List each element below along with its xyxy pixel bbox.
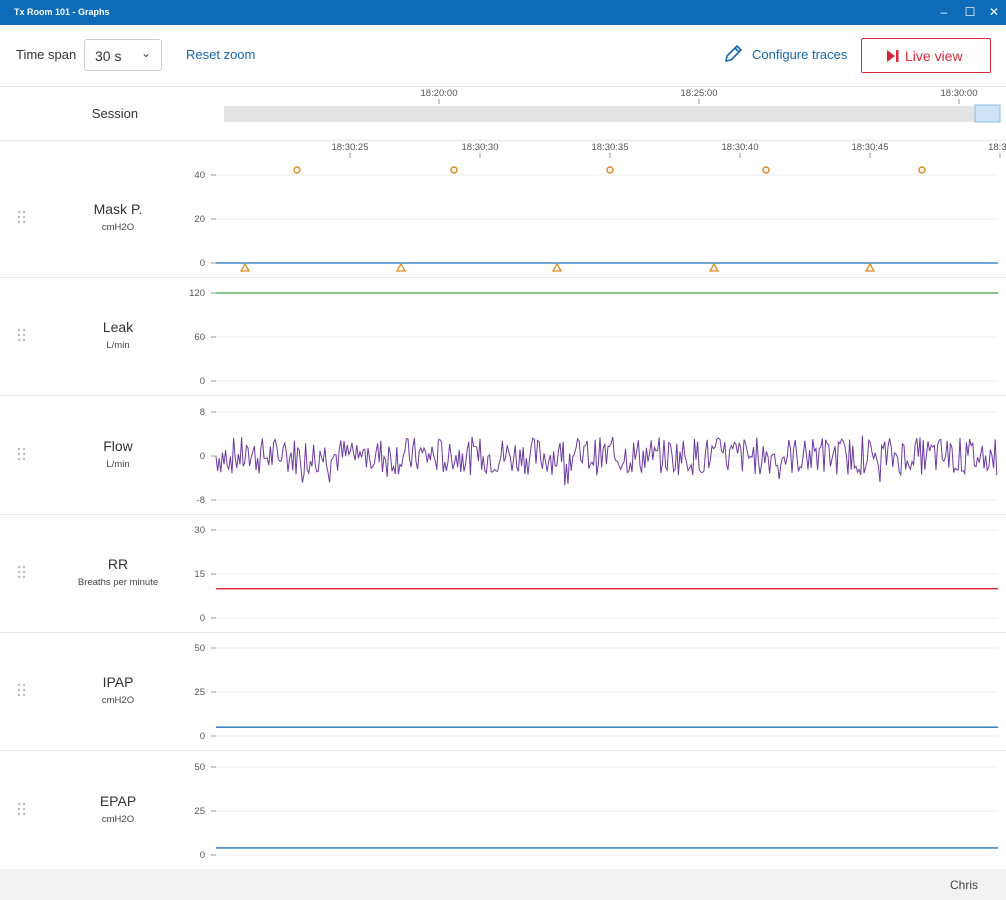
toolbar: Time span 30 s ⌄ Reset zoom Configure tr…	[0, 25, 1006, 87]
close-icon[interactable]: ✕	[988, 5, 1000, 19]
minimize-icon[interactable]: –	[940, 5, 948, 19]
time-span-value: 30 s	[95, 48, 122, 64]
trace-plot[interactable]: 40 20 0	[0, 160, 1006, 278]
y-tick-label: 0	[200, 850, 205, 861]
time-tick: 18:30:25	[332, 142, 369, 153]
window-title: Tx Room 101 - Graphs	[14, 7, 110, 17]
inspiration-marker	[918, 166, 926, 174]
trace-row: RR Breaths per minute 30 15 0	[0, 515, 1006, 633]
y-tick-label: 15	[194, 569, 205, 580]
trace-row: EPAP cmH2O 50 25 0	[0, 752, 1006, 870]
drag-handle-icon[interactable]	[17, 802, 27, 818]
time-tick: 18:30:40	[722, 142, 759, 153]
trace-row: IPAP cmH2O 50 25 0	[0, 633, 1006, 751]
drag-handle-icon[interactable]	[17, 447, 27, 463]
y-tick-label: 25	[194, 687, 205, 698]
trace-name: Leak	[102, 319, 134, 335]
y-tick-label: 20	[194, 214, 205, 225]
time-tick: 18:30:30	[462, 142, 499, 153]
y-tick-label: 30	[194, 525, 205, 536]
session-track[interactable]	[224, 106, 1000, 122]
y-tick-label: 25	[194, 806, 205, 817]
trace-plot[interactable]: 120 60 0	[0, 278, 1006, 396]
configure-traces-label: Configure traces	[752, 47, 848, 62]
y-tick-label: 0	[200, 451, 205, 462]
live-view-label: Live view	[905, 48, 963, 64]
trace-name: IPAP	[102, 674, 134, 690]
time-tick: 18:30:45	[852, 142, 889, 153]
trace-row: Leak L/min 120 60 0	[0, 278, 1006, 396]
pencil-icon	[725, 45, 742, 62]
trace-unit: L/min	[106, 459, 130, 470]
session-tick: 18:30:00	[941, 88, 978, 99]
expiration-marker	[551, 262, 563, 272]
drag-handle-icon[interactable]	[17, 210, 27, 226]
y-tick-label: 60	[194, 332, 205, 343]
time-span-label: Time span	[16, 47, 77, 62]
trace-row: Mask P. cmH2O 40 20 0	[0, 160, 1006, 278]
expiration-marker	[864, 262, 876, 272]
trace-unit: cmH2O	[101, 695, 135, 706]
session-timeline: 18:20:00 18:25:00 18:30:00	[224, 88, 1001, 123]
title-bar: Tx Room 101 - Graphs – ☐ ✕	[0, 0, 1006, 25]
drag-handle-icon[interactable]	[17, 683, 27, 699]
trace-unit: L/min	[106, 340, 130, 351]
trace-plot[interactable]: 50 25 0	[0, 752, 1006, 870]
status-bar: Chris	[0, 869, 1006, 900]
y-tick-label: 0	[200, 258, 205, 269]
trace-name: Mask P.	[93, 201, 143, 217]
y-tick-label: 120	[189, 288, 205, 299]
y-tick-label: 50	[194, 762, 205, 773]
y-tick-label: 40	[194, 170, 205, 181]
inspiration-marker	[762, 166, 770, 174]
flow-waveform	[215, 435, 998, 486]
trace-row: Flow L/min 8 0 -8	[0, 397, 1006, 515]
time-tick: 18:30:35	[592, 142, 629, 153]
expiration-marker	[239, 262, 251, 272]
current-user: Chris	[949, 878, 978, 892]
expiration-marker	[395, 262, 407, 272]
chevron-down-icon: ⌄	[140, 46, 151, 60]
trace-name: Flow	[103, 438, 133, 454]
configure-traces-button[interactable]: Configure traces	[722, 43, 847, 67]
time-tick: 18:30	[988, 142, 1006, 153]
session-window-handle[interactable]	[974, 104, 1001, 123]
session-tick: 18:20:00	[421, 88, 458, 99]
session-overview: Session 18:20:00 18:25:00 18:30:00	[0, 86, 1006, 141]
session-tick: 18:25:00	[681, 88, 718, 99]
expiration-marker	[708, 262, 720, 272]
session-label: Session	[91, 106, 139, 121]
drag-handle-icon[interactable]	[17, 328, 27, 344]
inspiration-marker	[606, 166, 614, 174]
trace-plot[interactable]: 30 15 0	[0, 515, 1006, 633]
live-view-button[interactable]: Live view	[861, 38, 991, 73]
trace-plot[interactable]: 50 25 0	[0, 633, 1006, 751]
trace-name: RR	[107, 556, 129, 572]
y-tick-label: 50	[194, 643, 205, 654]
time-span-select[interactable]: 30 s ⌄	[84, 39, 162, 71]
maximize-icon[interactable]: ☐	[964, 5, 976, 19]
y-tick-label: -8	[197, 495, 205, 506]
trace-unit: Breaths per minute	[77, 577, 159, 588]
trace-plot[interactable]: 8 0 -8	[0, 397, 1006, 515]
trace-unit: cmH2O	[101, 814, 135, 825]
trace-name: EPAP	[99, 793, 137, 809]
inspiration-marker	[450, 166, 458, 174]
y-tick-label: 0	[200, 376, 205, 387]
y-tick-label: 0	[200, 613, 205, 624]
reset-zoom-link[interactable]: Reset zoom	[186, 47, 256, 62]
inspiration-marker	[293, 166, 301, 174]
y-tick-label: 8	[200, 407, 205, 418]
trace-unit: cmH2O	[101, 222, 135, 233]
y-tick-label: 0	[200, 731, 205, 742]
play-to-end-icon	[887, 50, 899, 62]
drag-handle-icon[interactable]	[17, 565, 27, 581]
time-axis: 18:30:25 18:30:30 18:30:35 18:30:40 18:30:45…	[0, 140, 1006, 160]
